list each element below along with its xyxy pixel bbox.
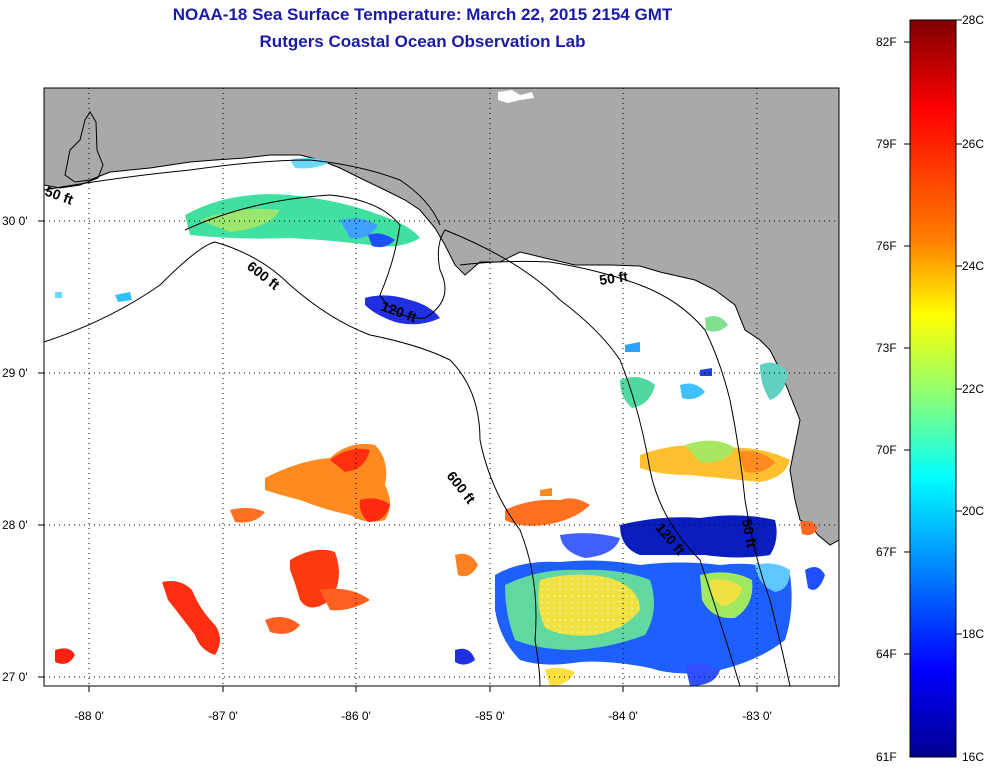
contour-label: 50 ft <box>598 268 629 288</box>
colorbar-f-label: 67F <box>876 545 897 559</box>
sst-patch <box>705 316 728 332</box>
sst-patch <box>755 563 790 592</box>
sst-patch <box>455 553 478 577</box>
colorbar-gradient <box>904 19 962 758</box>
sst-patch <box>800 520 818 536</box>
sst-patch <box>340 218 378 239</box>
lat-tick-label: 30 0' <box>2 214 28 228</box>
sst-patch <box>55 292 62 298</box>
map-subtitle: Rutgers Coastal Ocean Observation Lab <box>259 32 586 51</box>
sst-patch <box>455 648 475 665</box>
isobath-lines <box>44 159 791 686</box>
colorbar-c-label: 20C <box>962 504 985 518</box>
tick-marks <box>38 220 758 692</box>
sst-patch <box>680 383 705 400</box>
lon-tick-label: -88 0' <box>74 709 104 723</box>
lon-tick-label: -87 0' <box>208 709 238 723</box>
sst-patch <box>230 507 265 523</box>
sst-patch <box>320 588 370 611</box>
colorbar-c-label: 22C <box>962 382 985 396</box>
lat-tick-label: 28 0' <box>2 518 28 532</box>
colorbar-f-label: 82F <box>876 35 897 49</box>
sst-patch <box>620 515 777 558</box>
colorbar-f-label: 61F <box>876 750 897 764</box>
sst-patch <box>330 448 370 472</box>
colorbar-c-label: 26C <box>962 137 985 151</box>
sst-patches <box>55 157 825 686</box>
colorbar-f-label: 73F <box>876 341 897 355</box>
lat-tick-label: 29 0' <box>2 366 28 380</box>
lon-tick-label: -84 0' <box>608 709 638 723</box>
map-frame <box>43 87 840 687</box>
sst-patch <box>365 295 440 325</box>
sst-patch <box>685 663 720 686</box>
sst-patch <box>760 362 788 400</box>
sst-patch <box>359 498 390 522</box>
contour-50ft-west <box>44 159 441 226</box>
colorbar-c-label: 18C <box>962 627 985 641</box>
sst-patch <box>738 451 775 473</box>
land-mass <box>44 88 839 546</box>
sst-patch <box>200 208 280 232</box>
map-title: NOAA-18 Sea Surface Temperature: March 2… <box>172 5 673 24</box>
sst-patch <box>368 233 395 248</box>
land-artifact <box>498 90 534 103</box>
sst-patch <box>700 368 712 376</box>
sst-patch <box>162 581 220 655</box>
lon-tick-label: -83 0' <box>742 709 772 723</box>
sst-patch <box>560 533 620 558</box>
colorbar-f-label: 76F <box>876 239 897 253</box>
sst-map: 50 ft 600 ft 120 ft 50 ft 600 ft 120 ft … <box>2 87 840 723</box>
colorbar-f-label: 64F <box>876 647 897 661</box>
sst-patch <box>685 440 735 463</box>
sst-patch <box>55 648 75 664</box>
colorbar-c-label: 24C <box>962 259 985 273</box>
lon-tick-label: -85 0' <box>475 709 505 723</box>
sst-patch <box>540 488 552 496</box>
sst-patch <box>505 498 590 526</box>
contour-600ft <box>44 241 541 686</box>
colorbar-c-label: 16C <box>962 750 985 764</box>
contour-label: 50 ft <box>739 518 760 549</box>
sst-patch <box>805 566 825 590</box>
contour-120ft <box>184 194 741 686</box>
lon-tick-label: -86 0' <box>341 709 371 723</box>
lat-tick-label: 27 0' <box>2 670 28 684</box>
contour-50ft-east <box>459 260 791 686</box>
sst-patch <box>538 574 640 636</box>
sst-patch <box>710 579 742 606</box>
sst-patch <box>115 292 132 302</box>
colorbar-f-label: 70F <box>876 443 897 457</box>
sst-patch <box>265 616 300 634</box>
colorbar-c-label: 28C <box>962 13 985 27</box>
colorbar-f-label: 79F <box>876 137 897 151</box>
sst-patch <box>625 342 640 352</box>
colorbar: 82F 79F 76F 73F 70F 67F 64F 61F 28C 26C … <box>868 0 992 770</box>
